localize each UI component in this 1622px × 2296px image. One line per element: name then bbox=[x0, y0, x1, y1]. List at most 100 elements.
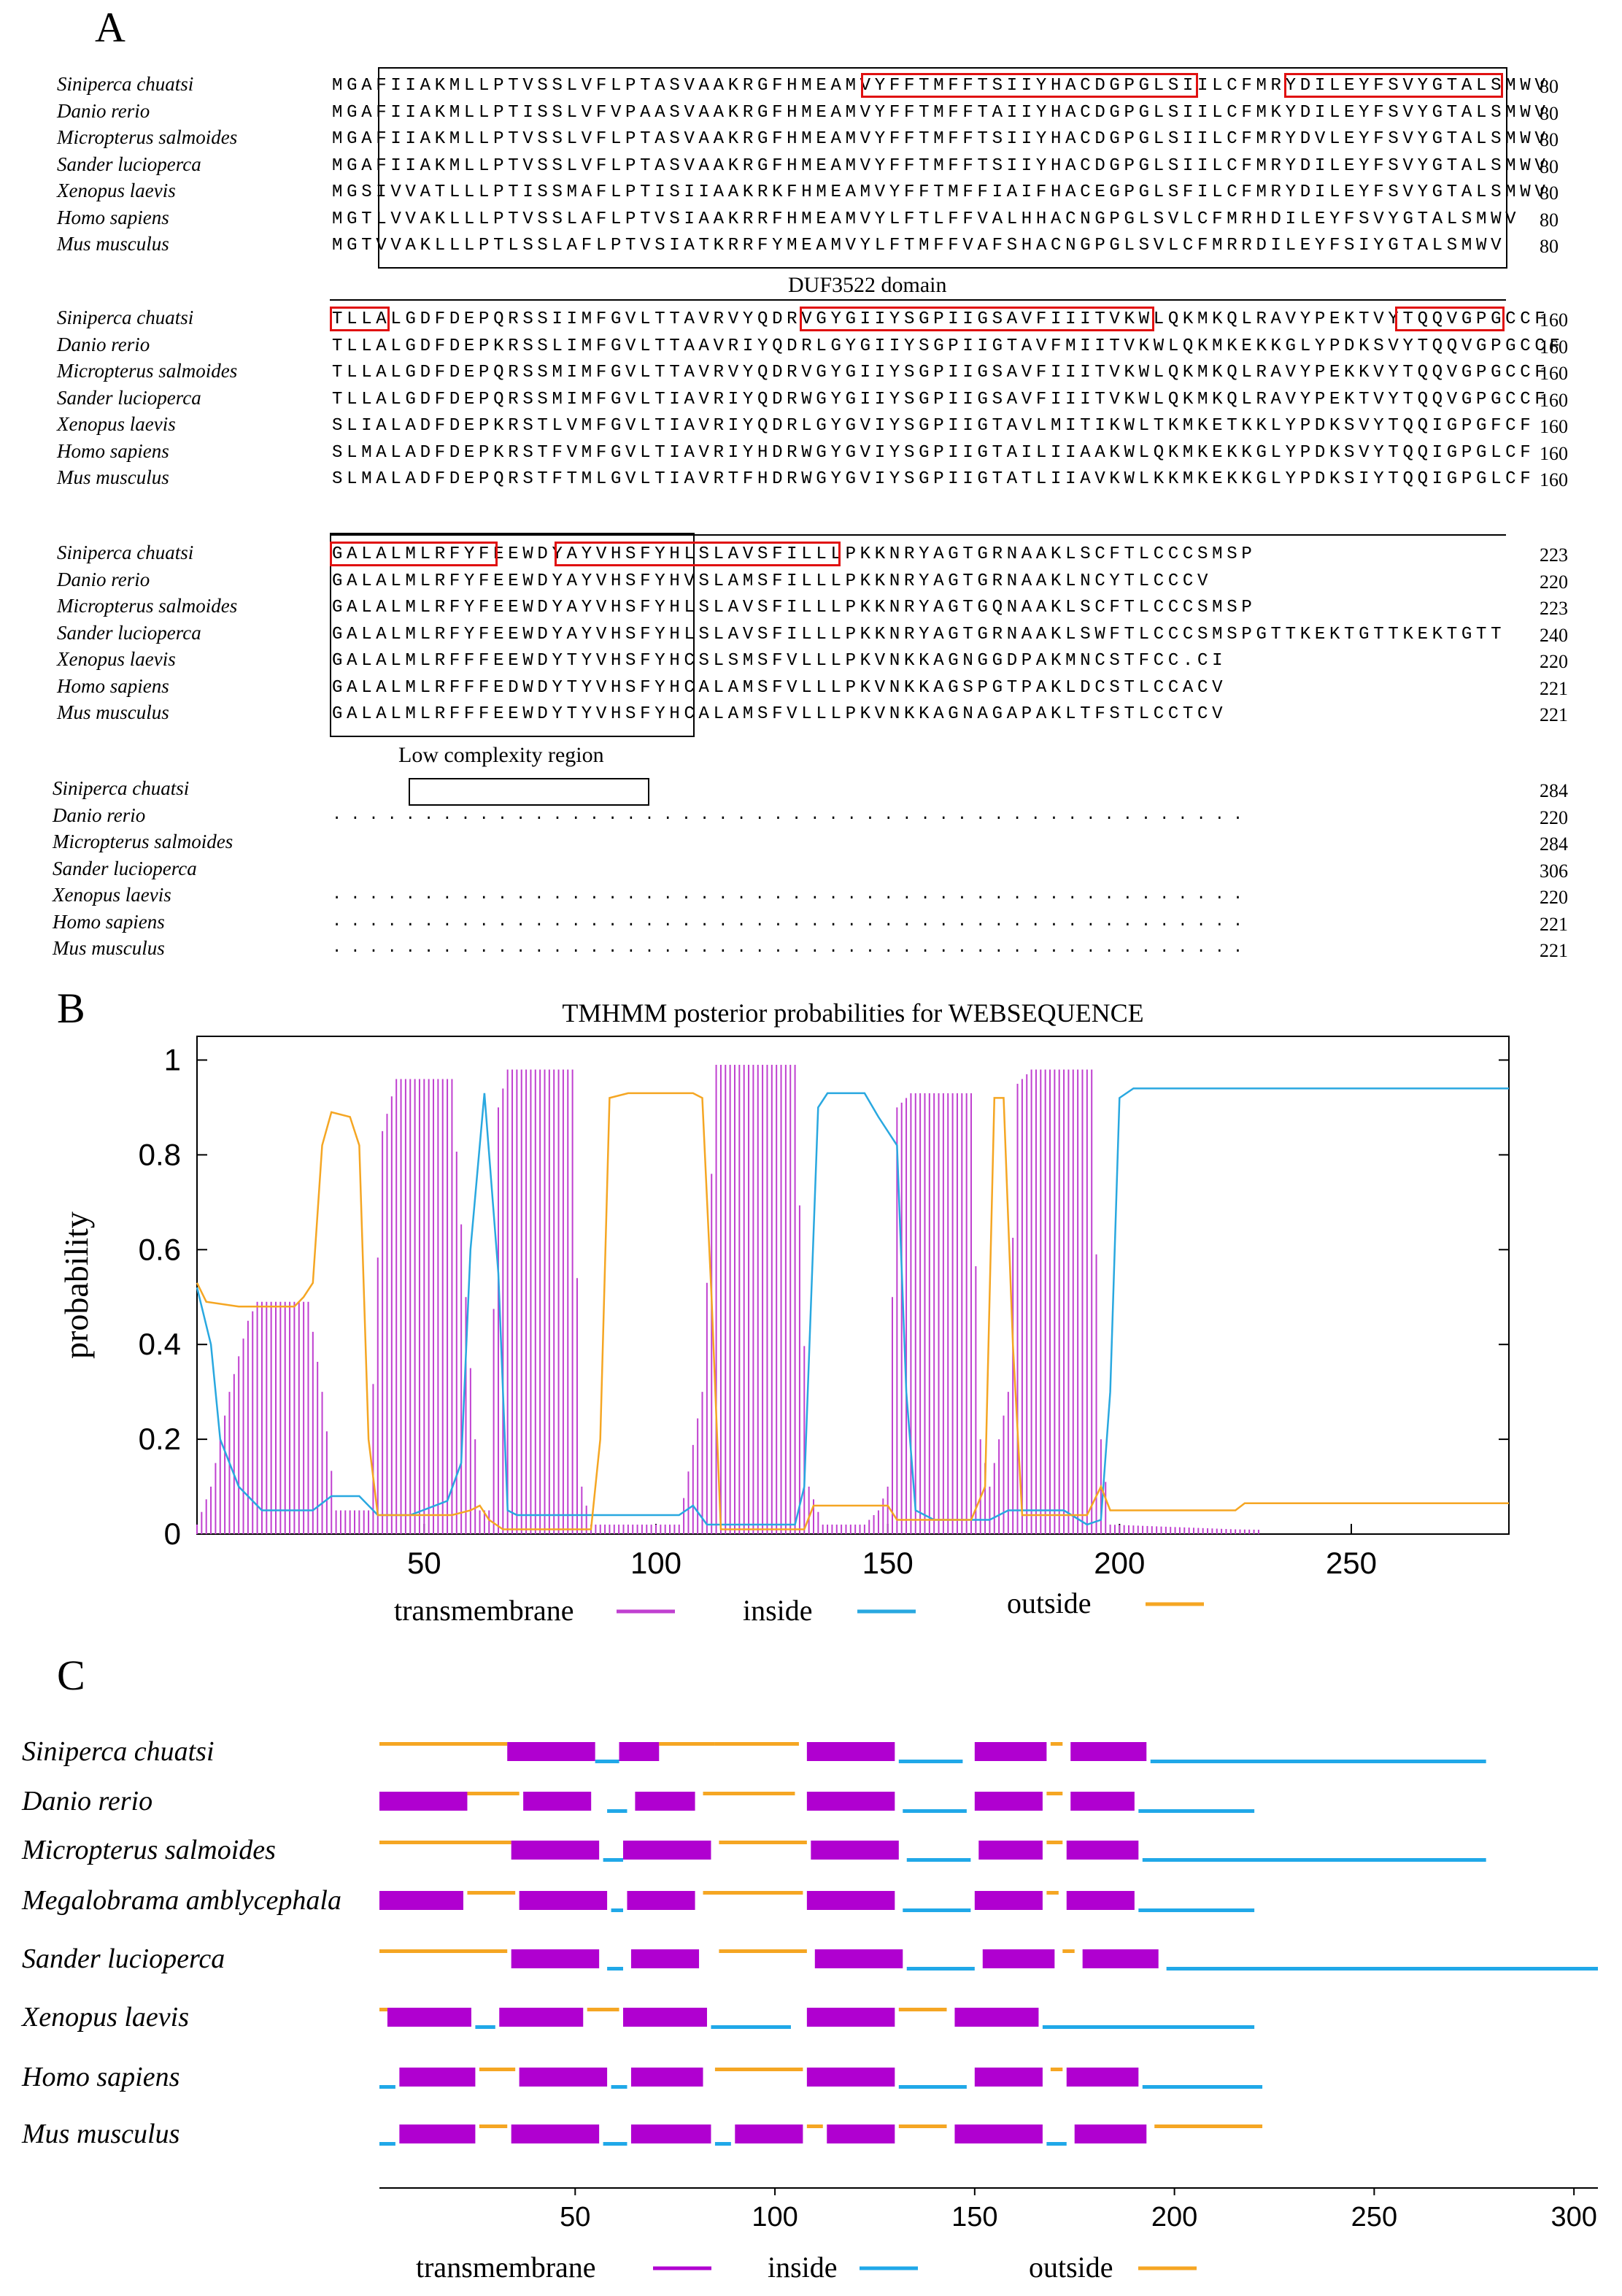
transmembrane-segment bbox=[499, 2008, 584, 2027]
species-label: Sander lucioperca bbox=[57, 621, 201, 644]
transmembrane-segment bbox=[954, 2008, 1039, 2027]
species-label: Xenopus laevis bbox=[53, 884, 171, 906]
legend-label-transmembrane: transmembrane bbox=[416, 2251, 596, 2284]
sequence-row: SLIALADFDEPKRSTLVMFGVLTIAVRIYQDRLGYGVIYS… bbox=[332, 416, 1535, 436]
inside-segment bbox=[1142, 1858, 1486, 1862]
species-label: Xenopus laevis bbox=[57, 413, 176, 435]
transmembrane-helix-box bbox=[330, 542, 498, 566]
x-tick-label: 250 bbox=[1351, 2202, 1397, 2233]
sequence-row: GALALMLRFYFEEWDYAYVHSFYHLSLAVSFILLLPKKNR… bbox=[332, 624, 1506, 644]
panel-c-letter: C bbox=[57, 1652, 85, 1699]
x-tick-label: 50 bbox=[560, 2202, 590, 2233]
transmembrane-helix-box bbox=[861, 73, 1198, 98]
transmembrane-segment bbox=[630, 1949, 700, 1968]
sequence-end-position: 80 bbox=[1540, 182, 1559, 204]
species-label: Danio rerio bbox=[57, 333, 150, 355]
inside-segment bbox=[1138, 1809, 1255, 1813]
outside-segment bbox=[379, 1949, 508, 1953]
y-tick-label: 0.8 bbox=[139, 1137, 181, 1171]
species-label: Homo sapiens bbox=[21, 2062, 179, 2092]
low-complexity-box-continued bbox=[409, 778, 649, 806]
outside-line bbox=[196, 1092, 1509, 1530]
transmembrane-segment bbox=[982, 1949, 1055, 1968]
outside-segment bbox=[479, 2124, 508, 2128]
sequence-row: SLMALADFDEPQRSTFTMLGVLTIAVRTFHDRWGYGVIYS… bbox=[332, 469, 1535, 489]
transmembrane-segment bbox=[978, 1841, 1043, 1860]
transmembrane-segment bbox=[630, 2124, 711, 2143]
outside-segment bbox=[587, 2008, 619, 2011]
transmembrane-helix-box bbox=[800, 307, 1154, 331]
sequence-row: GALALMLRFYFEEWDYAYVHSFYHLSLAVSFILLLPKKNR… bbox=[332, 598, 1256, 617]
transmembrane-segment bbox=[623, 1841, 711, 1860]
transmembrane-segment bbox=[954, 2124, 1043, 2143]
species-label: Siniperca chuatsi bbox=[53, 777, 190, 799]
transmembrane-segment bbox=[511, 1841, 600, 1860]
sequence-row: GALALMLRFYFEEWDYAYVHSFYHLSLAVSFILLLPKKNR… bbox=[332, 544, 1256, 564]
transmembrane-helix-box bbox=[330, 307, 390, 331]
duf3522-domain-caption: DUF3522 domain bbox=[788, 273, 947, 297]
transmembrane-segment bbox=[519, 1891, 608, 1910]
sequence-end-position: 220 bbox=[1540, 806, 1568, 828]
sequence-end-position: 80 bbox=[1540, 209, 1559, 231]
transmembrane-segment bbox=[619, 1742, 660, 1761]
sequence-end-position: 160 bbox=[1540, 389, 1568, 411]
transmembrane-segment bbox=[635, 1792, 695, 1811]
species-label: Mus musculus bbox=[57, 233, 169, 255]
sequence-row: KEKTGTTKEKTDKPKKKKSSRTVWTIPTEKLWTQRSSTPI… bbox=[332, 860, 1300, 880]
transmembrane-segment bbox=[379, 1891, 463, 1910]
inside-segment bbox=[1042, 2025, 1255, 2029]
species-label: Homo sapiens bbox=[57, 439, 169, 462]
outside-segment bbox=[1046, 1841, 1063, 1844]
transmembrane-segment bbox=[523, 1792, 592, 1811]
y-tick-label: 0.6 bbox=[139, 1232, 181, 1266]
sequence-end-position: 80 bbox=[1540, 155, 1559, 177]
legend-label-outside: outside bbox=[1007, 1587, 1092, 1619]
sequence-end-position: 80 bbox=[1540, 76, 1559, 97]
species-label: Homo sapiens bbox=[57, 674, 169, 697]
outside-segment bbox=[1050, 1742, 1063, 1746]
sequence-row: MGAFIIAKMLLPTVSSLVFLPTASVAAKRGFHMEAMVYFF… bbox=[332, 76, 1550, 96]
transmembrane-helix-box bbox=[1395, 307, 1505, 331]
transmembrane-segment bbox=[1074, 2124, 1147, 2143]
sequence-end-position: 284 bbox=[1540, 833, 1568, 855]
sequence-row: MGAFIIAKMLLPTVSSLVFLPTASVAAKRGFHMEAMVYFF… bbox=[332, 129, 1550, 149]
inside-segment bbox=[379, 2142, 395, 2146]
sequence-row: MGAFIIAKMLLPTVSSLVFLPTASVAAKRGFHMEAMVYFF… bbox=[332, 155, 1550, 176]
inside-segment bbox=[475, 2025, 495, 2029]
transmembrane-segment bbox=[974, 2068, 1043, 2087]
transmembrane-segment bbox=[735, 2124, 803, 2143]
low-complexity-caption: Low complexity region bbox=[398, 743, 604, 767]
outside-segment bbox=[467, 1891, 516, 1895]
transmembrane-segment bbox=[974, 1742, 1047, 1761]
sequence-row: TLLALGDFDEPQRSSIIMFGVLTTAVRVYQDRVGYGIIYS… bbox=[332, 309, 1550, 329]
y-tick-label: 0.2 bbox=[139, 1422, 181, 1456]
species-label: Xenopus laevis bbox=[20, 2002, 189, 2033]
inside-line bbox=[196, 1087, 1509, 1526]
inside-segment bbox=[603, 2142, 627, 2146]
sequence-row: SLMALADFDEPKRSTFVMFGVLTIAVRIYHDRWGYGVIYS… bbox=[332, 442, 1535, 463]
transmembrane-segment bbox=[1082, 1949, 1159, 1968]
outside-segment bbox=[379, 1742, 508, 1746]
legend-label-outside: outside bbox=[1029, 2251, 1113, 2284]
outside-segment bbox=[1046, 1891, 1059, 1895]
x-tick-label: 200 bbox=[1151, 2202, 1197, 2233]
outside-segment bbox=[1062, 1949, 1075, 1953]
transmembrane-segment bbox=[379, 1792, 468, 1811]
transmembrane-segment bbox=[814, 1949, 903, 1968]
inside-segment bbox=[607, 1809, 627, 1813]
species-label: Danio rerio bbox=[53, 804, 146, 826]
y-tick-label: 0.4 bbox=[139, 1327, 181, 1361]
sequence-end-position: 223 bbox=[1540, 544, 1568, 566]
transmembrane-segment bbox=[1070, 1792, 1135, 1811]
transmembrane-segment bbox=[1070, 1742, 1147, 1761]
outside-segment bbox=[1050, 2068, 1063, 2071]
inside-segment bbox=[903, 1809, 967, 1813]
transmembrane-segment bbox=[1066, 1891, 1135, 1910]
species-label: Mus musculus bbox=[21, 2119, 179, 2149]
inside-segment bbox=[903, 1908, 971, 1912]
sequence-row: GALALMLRFFFEEWDYTYVHSFYHCSLSMSFVLLLPKVNK… bbox=[332, 651, 1227, 671]
species-label: Siniperca chuatsi bbox=[22, 1736, 215, 1767]
species-label: Megalobrama amblycephala bbox=[21, 1885, 341, 1916]
transmembrane-segment bbox=[806, 2008, 895, 2027]
transmembrane-segment bbox=[387, 2008, 471, 2027]
